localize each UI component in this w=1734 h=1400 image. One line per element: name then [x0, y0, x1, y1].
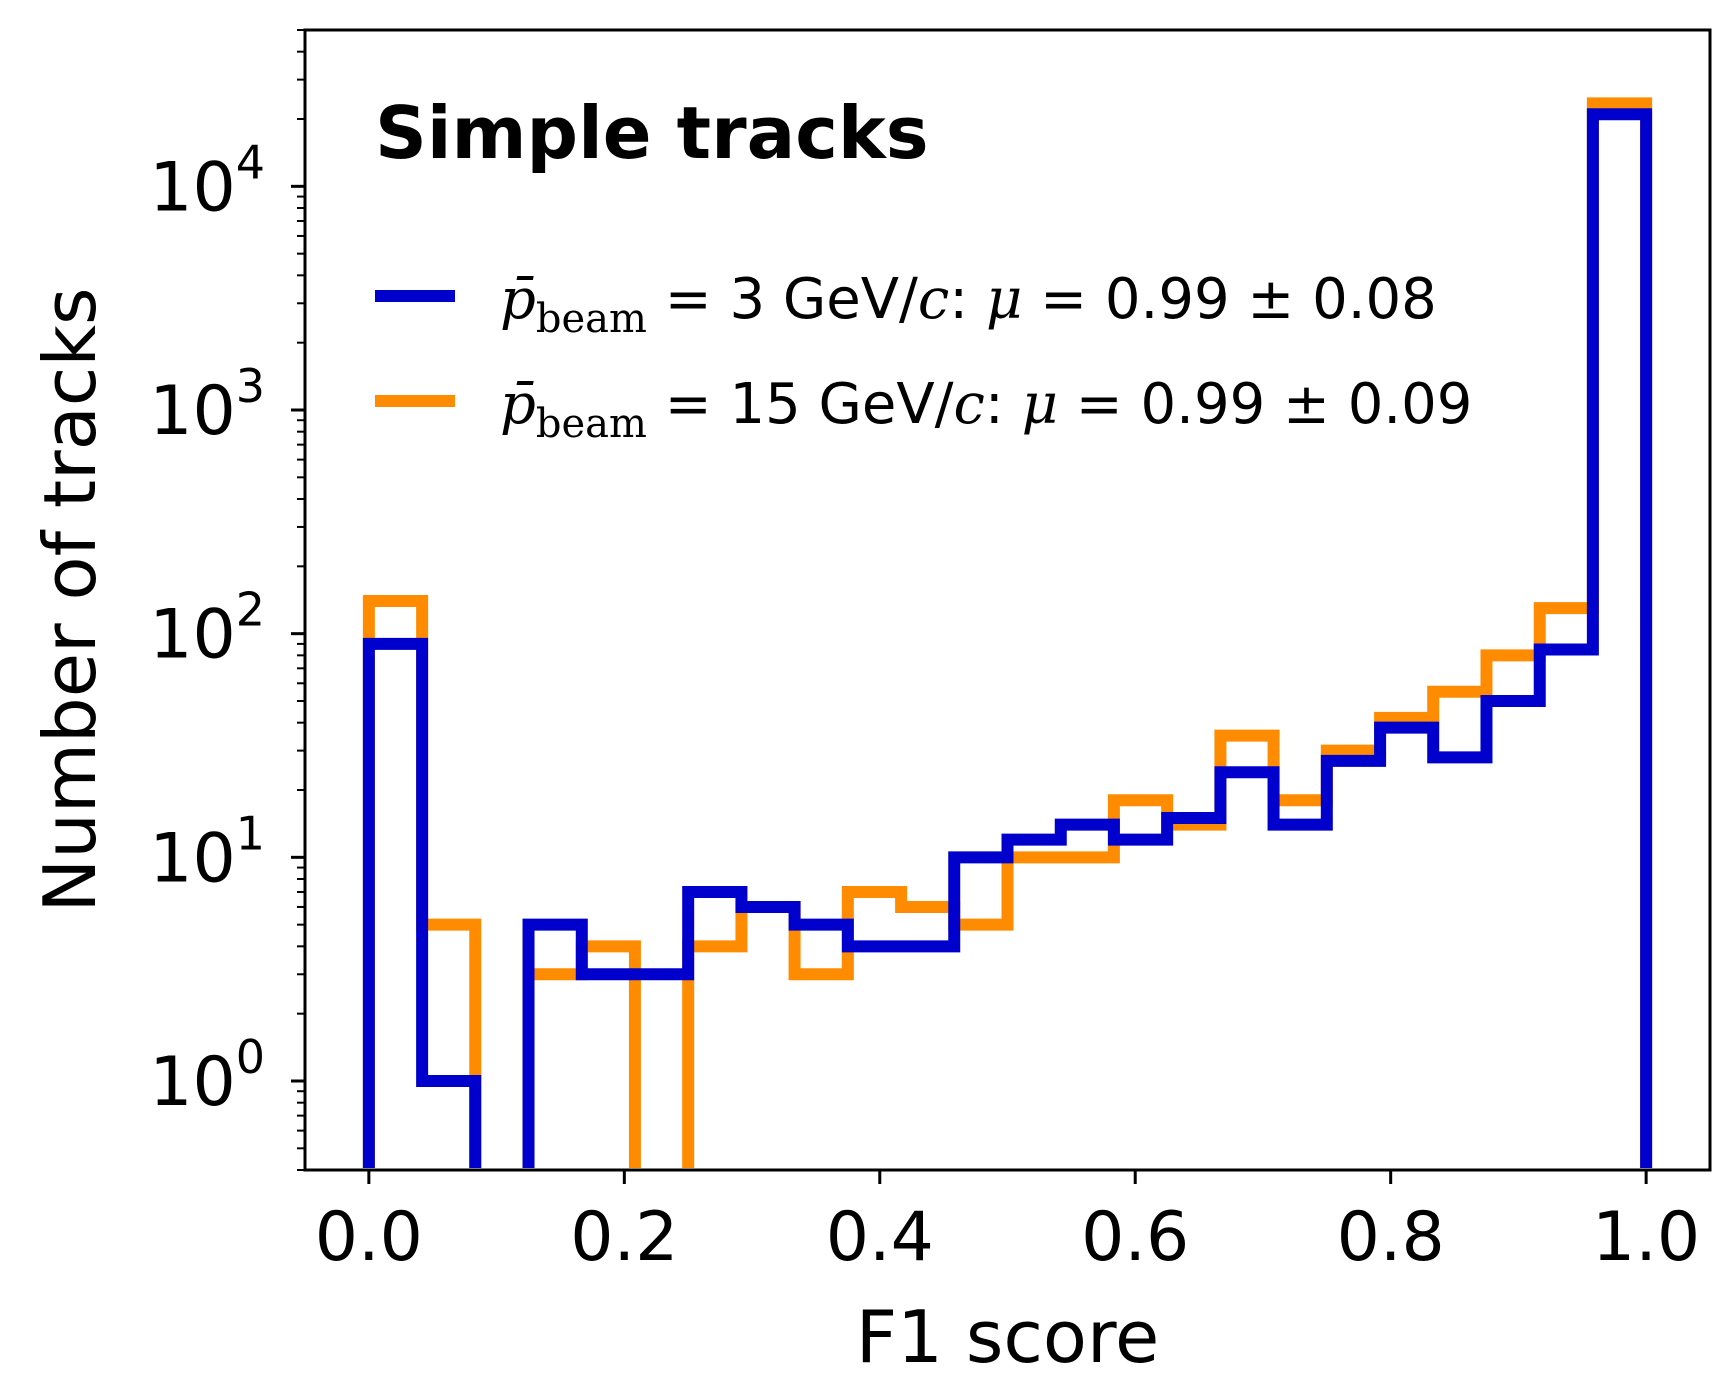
chart-title: Simple tracks — [375, 91, 929, 175]
x-tick-label: 0.2 — [570, 1198, 678, 1277]
x-tick-label: 0.8 — [1337, 1198, 1445, 1277]
y-tick-label: 102 — [149, 583, 265, 675]
y-tick-label: 103 — [149, 359, 265, 451]
legend: p̄beam = 3 GeV/c: μ = 0.99 ± 0.08 p̄beam … — [375, 267, 1472, 447]
y-tick-label: 101 — [149, 806, 265, 898]
series-layer — [362, 97, 1653, 1168]
histogram-series-1 — [362, 108, 1653, 1168]
ticks-layer: 0.0 0.2 0.4 0.6 0.8 1.0 100 101 102 103 104 — [149, 29, 1700, 1277]
legend-label-1: p̄beam = 3 GeV/c: μ = 0.99 ± 0.08 — [500, 267, 1437, 342]
x-axis-label: F1 score — [856, 1295, 1160, 1379]
y-tick-label: 104 — [149, 135, 265, 227]
y-tick-label: 100 — [149, 1030, 265, 1122]
x-tick-label: 0.0 — [315, 1198, 423, 1277]
x-tick-label: 1.0 — [1592, 1198, 1700, 1277]
x-tick-label: 0.4 — [826, 1198, 934, 1277]
legend-label-2: p̄beam = 15 GeV/c: μ = 0.99 ± 0.09 — [500, 372, 1472, 447]
plot-frame — [303, 28, 1712, 1172]
y-axis-label: Number of tracks — [28, 287, 112, 912]
x-tick-label: 0.6 — [1081, 1198, 1189, 1277]
